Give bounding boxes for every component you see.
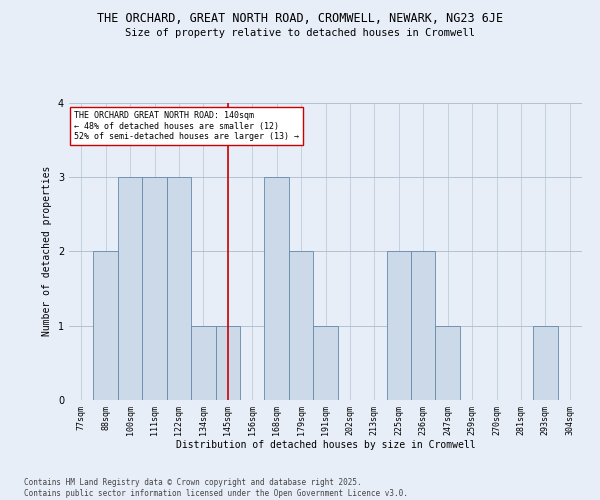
Bar (142, 177, 167, 400)
Bar (215, 326, 240, 400)
Text: Contains HM Land Registry data © Crown copyright and database right 2025.
Contai: Contains HM Land Registry data © Crown c… (24, 478, 408, 498)
Bar (436, 326, 460, 400)
Bar (289, 252, 313, 400)
Bar (118, 177, 142, 400)
Bar (191, 326, 215, 400)
Bar (386, 252, 411, 400)
Text: THE ORCHARD GREAT NORTH ROAD: 140sqm
← 48% of detached houses are smaller (12)
5: THE ORCHARD GREAT NORTH ROAD: 140sqm ← 4… (74, 112, 299, 141)
Bar (265, 177, 289, 400)
Y-axis label: Number of detached properties: Number of detached properties (43, 166, 52, 336)
Bar (94, 252, 118, 400)
Text: THE ORCHARD, GREAT NORTH ROAD, CROMWELL, NEWARK, NG23 6JE: THE ORCHARD, GREAT NORTH ROAD, CROMWELL,… (97, 12, 503, 26)
X-axis label: Distribution of detached houses by size in Cromwell: Distribution of detached houses by size … (176, 440, 475, 450)
Bar (411, 252, 436, 400)
Bar (313, 326, 338, 400)
Text: Size of property relative to detached houses in Cromwell: Size of property relative to detached ho… (125, 28, 475, 38)
Bar (167, 177, 191, 400)
Bar (533, 326, 557, 400)
